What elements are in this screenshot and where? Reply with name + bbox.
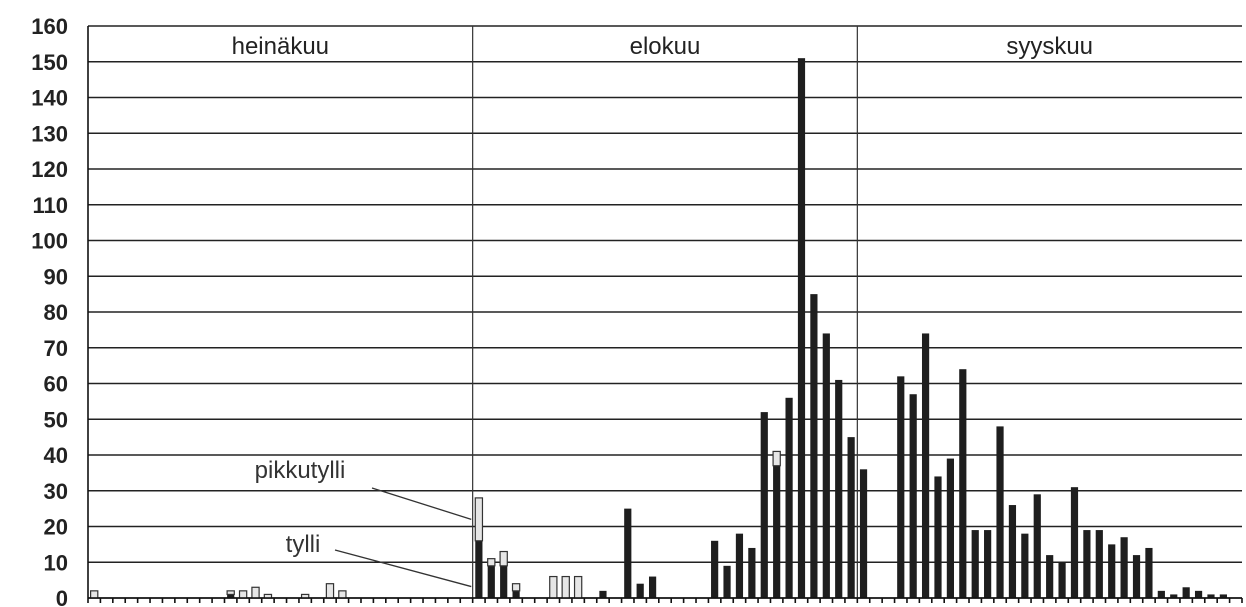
bar-tylli-day-81 [1083, 530, 1091, 598]
month-label-2: syyskuu [1006, 33, 1093, 60]
bar-tylli-day-77 [1033, 494, 1041, 598]
month-label-1: elokuu [630, 33, 701, 60]
bar-pikkutylli-day-13 [238, 590, 248, 599]
bar-tylli-day-85 [1132, 555, 1141, 598]
bar-tylli-day-61 [835, 379, 843, 598]
bar-pikkutylli-day-1 [90, 590, 99, 599]
bar-pikkutylli-day-34 [499, 550, 508, 567]
bar-tylli-day-44 [624, 508, 632, 598]
bar-tylli-day-35 [512, 590, 520, 598]
bar-tylli-day-92 [1219, 594, 1227, 598]
bar-tylli-day-74 [996, 426, 1004, 598]
y-tick-label-130: 130 [31, 121, 68, 146]
bar-tylli-day-83 [1108, 544, 1116, 598]
bar-tylli-day-51 [711, 540, 719, 598]
y-tick-label-90: 90 [44, 264, 68, 289]
bar-tylli-day-79 [1058, 562, 1066, 598]
bar-tylli-day-76 [1021, 533, 1029, 598]
bar-tylli-day-70 [946, 458, 954, 598]
y-tick-label-70: 70 [44, 336, 68, 361]
y-tick-label-100: 100 [31, 229, 68, 254]
y-tick-label-10: 10 [44, 550, 68, 575]
bar-tylli-day-60 [822, 333, 830, 598]
leader-line-tylli [334, 549, 472, 588]
y-tick-label-20: 20 [44, 515, 68, 540]
bar-tylli-day-67 [909, 394, 917, 598]
y-tick-label-160: 160 [31, 14, 68, 39]
bar-tylli-day-75 [1008, 505, 1017, 598]
bar-tylli-day-42 [599, 590, 607, 598]
bar-tylli-day-82 [1095, 530, 1103, 598]
bar-pikkutylli-day-35 [511, 583, 521, 592]
bar-pikkutylli-day-38 [549, 575, 558, 599]
bar-tylli-day-46 [648, 576, 657, 598]
month-label-0: heinäkuu [232, 33, 329, 60]
bar-tylli-day-78 [1046, 555, 1054, 598]
bar-tylli-day-86 [1145, 547, 1153, 598]
bar-pikkutylli-day-56 [772, 450, 781, 467]
annotation-pikkutylli: pikkutylli [255, 457, 346, 484]
bar-pikkutylli-day-12 [226, 590, 235, 596]
y-tick-label-50: 50 [44, 407, 68, 432]
annotation-tylli: tylli [286, 531, 321, 558]
bar-pikkutylli-day-39 [561, 575, 570, 599]
bar-tylli-day-57 [785, 397, 793, 598]
bar-tylli-day-91 [1207, 594, 1215, 598]
bar-tylli-day-33 [487, 565, 495, 598]
bar-tylli-day-72 [971, 530, 979, 598]
bar-tylli-day-89 [1182, 587, 1190, 598]
bar-tylli-day-53 [735, 533, 744, 598]
bar-tylli-day-87 [1157, 590, 1165, 598]
y-tick-label-40: 40 [44, 443, 68, 468]
bar-tylli-day-55 [760, 412, 768, 598]
bar-tylli-day-90 [1194, 590, 1203, 598]
bar-tylli-day-12 [227, 594, 235, 598]
bar-pikkutylli-day-33 [487, 558, 496, 567]
y-tick-label-110: 110 [33, 193, 69, 218]
bar-tylli-day-80 [1070, 487, 1079, 598]
bar-pikkutylli-day-21 [338, 590, 347, 599]
bar-pikkutylli-day-40 [573, 575, 583, 599]
y-tick-label-150: 150 [31, 50, 68, 75]
y-tick-label-140: 140 [31, 86, 68, 111]
bar-tylli-day-62 [847, 437, 855, 598]
y-tick-label-80: 80 [44, 300, 68, 325]
bar-tylli-day-34 [500, 565, 508, 598]
bar-pikkutylli-day-32 [474, 497, 484, 542]
y-tick-label-60: 60 [44, 372, 68, 397]
bar-tylli-day-59 [810, 294, 818, 598]
bar-tylli-day-63 [859, 469, 868, 598]
y-tick-label-0: 0 [56, 586, 68, 607]
bar-tylli-day-54 [748, 547, 756, 598]
bar-tylli-day-66 [897, 376, 905, 598]
leader-line-pikkutylli [371, 487, 472, 520]
bar-tylli-day-88 [1170, 594, 1178, 598]
bar-tylli-day-56 [773, 465, 781, 598]
bar-tylli-day-71 [959, 369, 967, 598]
bar-tylli-day-52 [723, 565, 731, 598]
bar-tylli-day-58 [797, 58, 806, 599]
bar-tylli-day-84 [1120, 537, 1128, 598]
y-tick-label-30: 30 [44, 479, 68, 504]
bar-pikkutylli-day-20 [325, 583, 335, 599]
bar-pikkutylli-day-14 [251, 586, 260, 599]
bar-tylli-day-68 [921, 333, 930, 598]
y-tick-label-120: 120 [31, 157, 68, 182]
bar-tylli-day-69 [934, 476, 942, 598]
bar-tylli-day-32 [475, 540, 483, 598]
bar-tylli-day-45 [636, 583, 644, 598]
bar-tylli-day-73 [984, 530, 992, 598]
